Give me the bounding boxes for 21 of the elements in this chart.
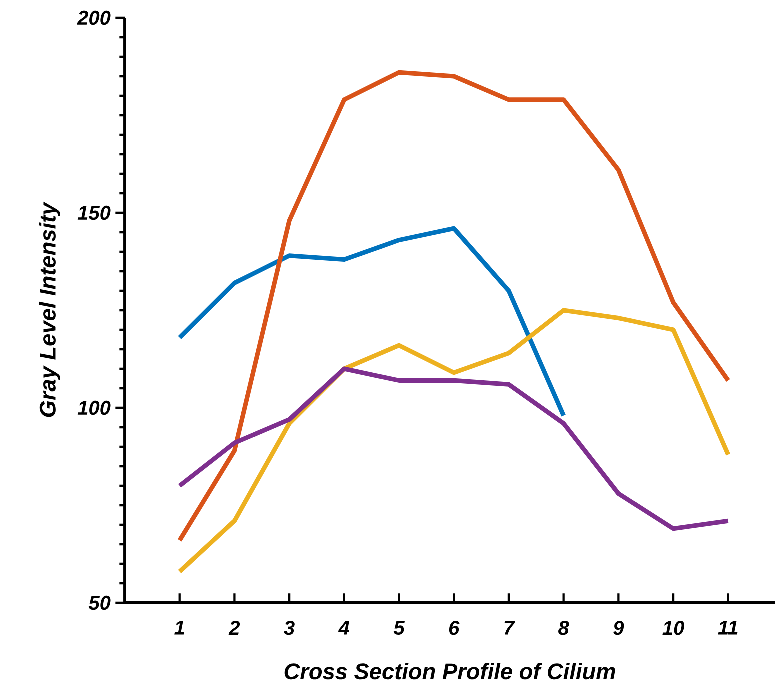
y-tick-label: 200 [77, 10, 111, 26]
x-tick-label: 2 [228, 621, 240, 636]
x-tick-label: 6 [449, 621, 460, 636]
x-tick-label: 9 [614, 621, 624, 636]
x-tick-label: 5 [394, 621, 406, 635]
line-series [178, 308, 731, 574]
x-tick-label: 10 [662, 621, 684, 636]
y-tick-label: 50 [88, 596, 111, 610]
line-series [178, 70, 731, 543]
x-tick-label: 8 [558, 621, 570, 636]
x-tick-label: 1 [174, 621, 184, 635]
x-tick-label: 11 [718, 621, 738, 635]
x-tick-label: 7 [504, 621, 516, 635]
y-tick-label: 150 [78, 206, 111, 220]
line-series [178, 366, 731, 532]
line-series [178, 226, 566, 418]
y-tick-label: 100 [78, 400, 111, 416]
x-axis-title: Cross Section Profile of Cilium [284, 663, 616, 680]
x-tick-label: 3 [284, 621, 295, 636]
y-axis-title: Gray Level Intensity [39, 202, 60, 418]
x-tick-label: 4 [338, 621, 350, 635]
